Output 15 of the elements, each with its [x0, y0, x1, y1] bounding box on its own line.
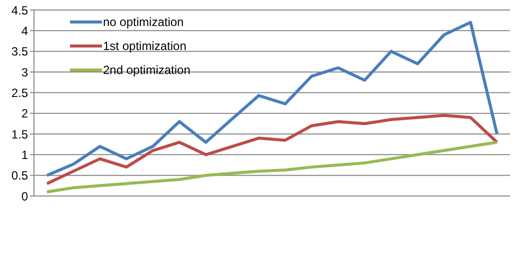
y-tick-label: 3.5	[11, 44, 28, 59]
y-tick-label: 1	[21, 148, 28, 162]
line-series	[46, 114, 498, 186]
y-tick-label: 4.5	[11, 3, 28, 18]
legend-label: no optimization	[103, 15, 184, 29]
y-tick-label: 4	[21, 24, 28, 38]
y-tick-label: 1.5	[11, 127, 28, 142]
line-series	[46, 140, 498, 194]
y-tick-label: 0	[21, 189, 28, 204]
y-tick-label: 2	[21, 106, 28, 121]
y-tick-label: 3	[21, 65, 28, 80]
y-tick-label: 0.5	[11, 168, 28, 183]
y-tick-label: 2.5	[11, 86, 28, 100]
legend-label: 2nd optimization	[103, 63, 190, 77]
legend-label: 1st optimization	[103, 39, 186, 53]
